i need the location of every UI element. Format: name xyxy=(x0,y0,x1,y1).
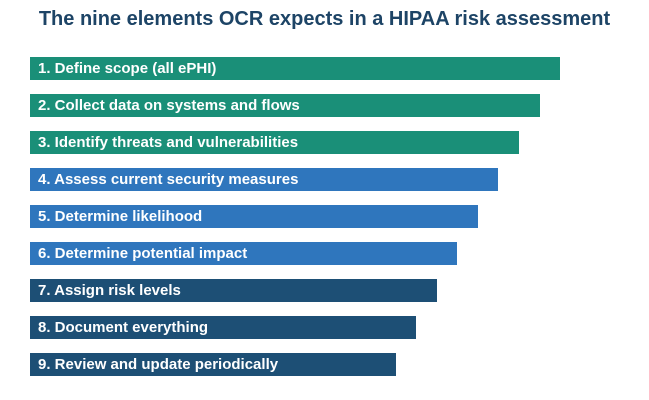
steps-list: 1. Define scope (all ePHI) 2. Collect da… xyxy=(30,57,590,390)
step-5-bar: 5. Determine likelihood xyxy=(30,205,478,228)
step-8-bar: 8. Document everything xyxy=(30,316,416,339)
step-4-bar: 4. Assess current security measures xyxy=(30,168,498,191)
step-9-bar: 9. Review and update periodically xyxy=(30,353,396,376)
page-title: The nine elements OCR expects in a HIPAA… xyxy=(38,8,611,30)
step-2-bar: 2. Collect data on systems and flows xyxy=(30,94,540,117)
step-7-bar: 7. Assign risk levels xyxy=(30,279,437,302)
step-1-bar: 1. Define scope (all ePHI) xyxy=(30,57,560,80)
step-6-bar: 6. Determine potential impact xyxy=(30,242,457,265)
step-3-bar: 3. Identify threats and vulnerabilities xyxy=(30,131,519,154)
